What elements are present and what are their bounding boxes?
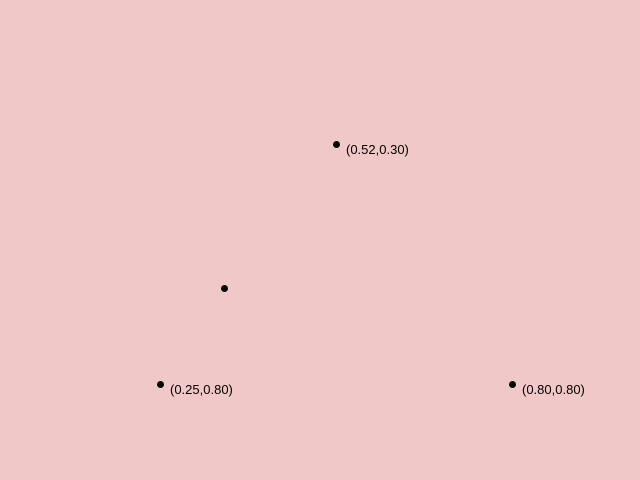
point-d-marker[interactable] <box>220 284 228 292</box>
point-a-label: (0.52,0.30) <box>346 142 409 157</box>
point-b-marker[interactable] <box>156 380 164 388</box>
point-c-marker[interactable] <box>508 380 516 388</box>
point-c-label: (0.80,0.80) <box>522 382 585 397</box>
point-a-marker[interactable] <box>332 140 340 148</box>
point-b-label: (0.25,0.80) <box>170 382 233 397</box>
